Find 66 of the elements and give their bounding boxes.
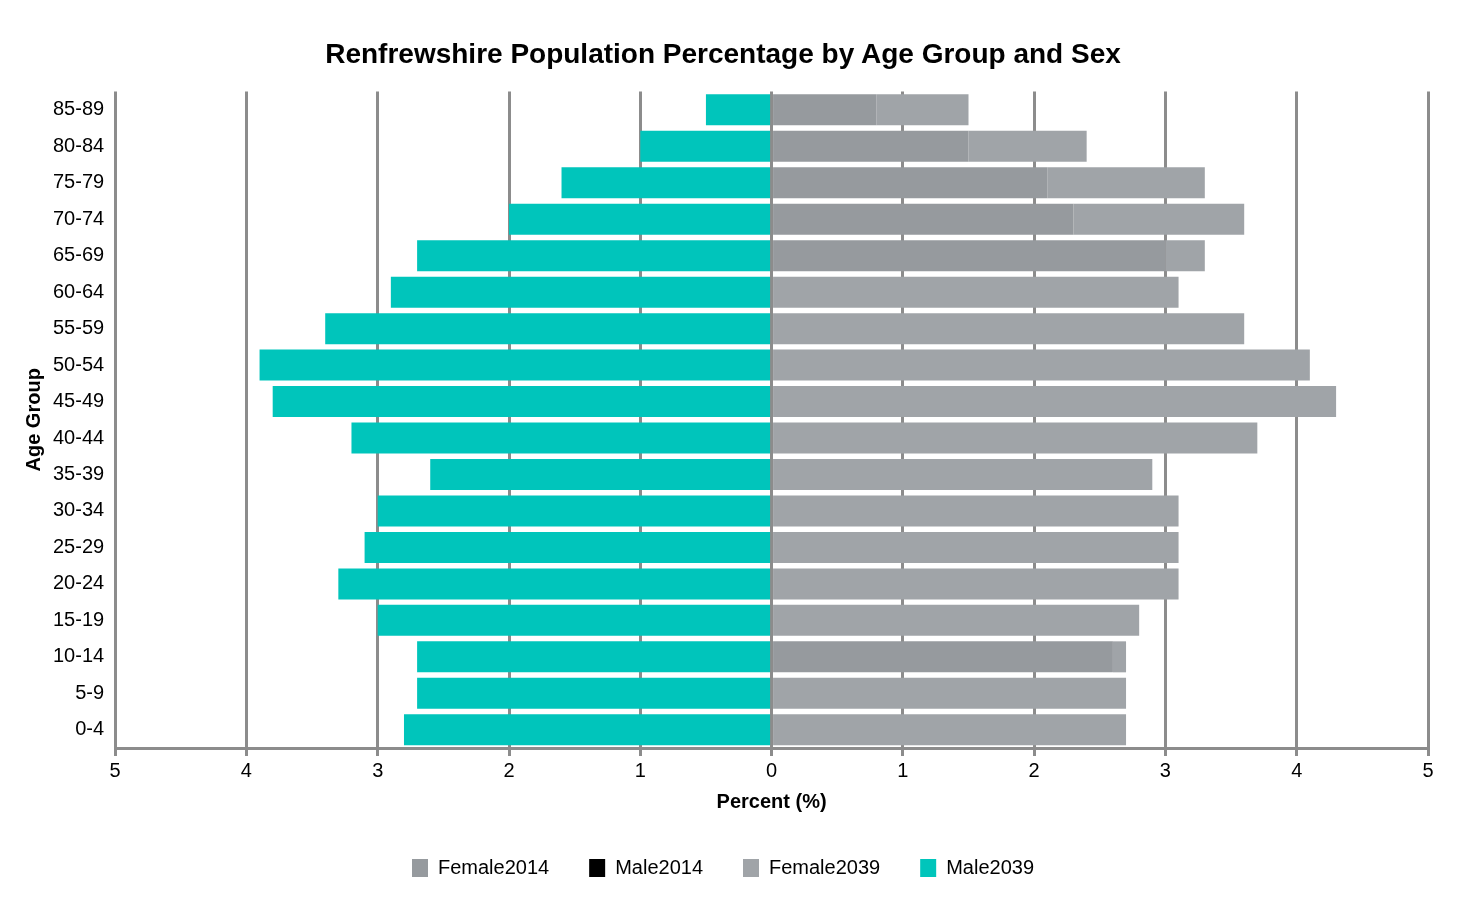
legend-label: Male2014: [615, 855, 703, 878]
bar: [705, 94, 771, 126]
x-tick-label: 0: [766, 758, 778, 781]
x-tick-label: 1: [634, 758, 646, 781]
y-tick-label: 55-59: [53, 316, 105, 339]
x-tick-label: 4: [240, 758, 252, 781]
bar: [773, 422, 1258, 454]
y-tick-label: 10-14: [53, 644, 105, 667]
x-tick-label: 3: [372, 758, 384, 781]
y-axis-title: Age Group: [21, 368, 44, 472]
x-tick-label: 4: [1291, 758, 1303, 781]
x-tick-label: 2: [503, 758, 515, 781]
bar: [377, 495, 771, 527]
bar: [364, 531, 771, 563]
bar: [390, 276, 771, 308]
bar: [773, 459, 1153, 490]
x-tick-label: 5: [1422, 758, 1434, 781]
legend-label: Male2039: [946, 855, 1035, 878]
bar: [325, 313, 771, 345]
x-tick-label: 2: [1028, 758, 1040, 781]
x-axis-title: Percent (%): [716, 789, 827, 812]
y-tick-label: 75-79: [53, 170, 105, 193]
bar: [430, 459, 771, 490]
legend-label: Female2014: [437, 855, 550, 878]
y-tick-label: 40-44: [53, 425, 105, 448]
bar: [773, 604, 1140, 636]
x-tick-label: 5: [109, 758, 121, 781]
bar: [773, 714, 1127, 746]
y-tick-label: 25-29: [53, 534, 105, 557]
x-tick-label: 3: [1159, 758, 1171, 781]
bar: [773, 276, 1179, 308]
chart-title: Renfrewshire Population Percentage by Age Group and Sex: [325, 37, 1122, 69]
y-tick-label: 15-19: [53, 607, 105, 630]
y-tick-label: 45-49: [53, 389, 105, 412]
y-tick-label: 60-64: [53, 279, 105, 302]
bar: [773, 531, 1179, 563]
bar: [773, 386, 1337, 418]
y-tick-label: 30-34: [53, 498, 105, 521]
y-tick-label: 70-74: [53, 206, 105, 229]
bar: [351, 422, 771, 454]
bar: [509, 203, 771, 235]
y-tick-label: 65-69: [53, 243, 105, 266]
y-tick-label: 0-4: [75, 717, 105, 740]
bar: [773, 568, 1179, 600]
bar: [417, 677, 771, 709]
bar: [773, 677, 1127, 709]
y-tick-label: 50-54: [53, 352, 105, 375]
bar: [259, 349, 771, 381]
y-tick-label: 80-84: [53, 133, 105, 156]
bar: [272, 386, 771, 418]
bar: [561, 167, 771, 199]
bar: [417, 641, 771, 673]
y-tick-label: 35-39: [53, 462, 105, 485]
bar: [773, 495, 1179, 527]
bar: [377, 604, 771, 636]
bar: [338, 568, 771, 600]
y-tick-label: 5-9: [75, 680, 105, 703]
bar: [773, 349, 1310, 381]
y-tick-label: 85-89: [53, 97, 105, 120]
bar: [417, 240, 771, 272]
bar: [773, 313, 1245, 345]
y-tick-label: 20-24: [53, 571, 105, 594]
x-tick-label: 1: [897, 758, 909, 781]
bar: [640, 130, 771, 162]
bar: [403, 714, 771, 746]
legend-label: Female2039: [769, 855, 881, 878]
